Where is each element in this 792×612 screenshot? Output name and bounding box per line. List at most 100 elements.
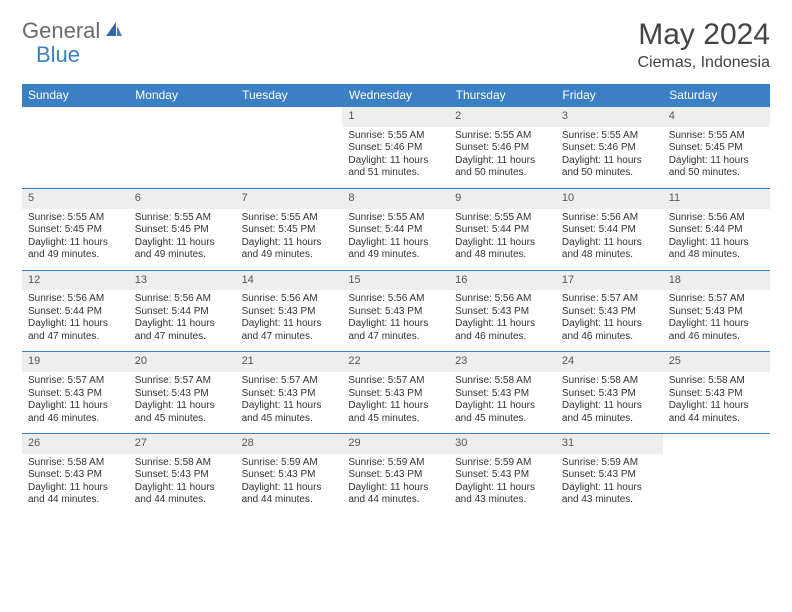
calendar-cell: 15Sunrise: 5:56 AMSunset: 5:43 PMDayligh… <box>342 270 449 352</box>
day-number: 12 <box>22 270 129 291</box>
day-details: Sunrise: 5:57 AMSunset: 5:43 PMDaylight:… <box>342 372 449 433</box>
calendar-cell: 10Sunrise: 5:56 AMSunset: 5:44 PMDayligh… <box>556 188 663 270</box>
sunrise-text: Sunrise: 5:57 AM <box>562 293 657 306</box>
day-number-blank <box>22 106 129 127</box>
daylight-text: Daylight: 11 hours and 45 minutes. <box>242 400 337 425</box>
day-number: 29 <box>342 433 449 454</box>
sunrise-text: Sunrise: 5:56 AM <box>455 293 550 306</box>
calendar-cell: 17Sunrise: 5:57 AMSunset: 5:43 PMDayligh… <box>556 270 663 352</box>
sunrise-text: Sunrise: 5:56 AM <box>135 293 230 306</box>
daylight-text: Daylight: 11 hours and 50 minutes. <box>669 155 764 180</box>
sunset-text: Sunset: 5:46 PM <box>562 142 657 155</box>
day-number: 25 <box>663 351 770 372</box>
day-details: Sunrise: 5:56 AMSunset: 5:44 PMDaylight:… <box>663 209 770 270</box>
sunset-text: Sunset: 5:45 PM <box>28 224 123 237</box>
sunset-text: Sunset: 5:43 PM <box>242 306 337 319</box>
daylight-text: Daylight: 11 hours and 51 minutes. <box>348 155 443 180</box>
day-details: Sunrise: 5:56 AMSunset: 5:44 PMDaylight:… <box>556 209 663 270</box>
day-number-blank <box>129 106 236 127</box>
day-details: Sunrise: 5:57 AMSunset: 5:43 PMDaylight:… <box>22 372 129 433</box>
day-details-empty <box>236 127 343 188</box>
sunrise-text: Sunrise: 5:58 AM <box>455 375 550 388</box>
daylight-text: Daylight: 11 hours and 44 minutes. <box>242 482 337 507</box>
weekday-header: Sunday <box>22 84 129 106</box>
sunrise-text: Sunrise: 5:57 AM <box>135 375 230 388</box>
day-details-empty <box>22 127 129 188</box>
sunrise-text: Sunrise: 5:55 AM <box>242 212 337 225</box>
day-number: 30 <box>449 433 556 454</box>
sunset-text: Sunset: 5:43 PM <box>562 306 657 319</box>
day-number: 13 <box>129 270 236 291</box>
sunset-text: Sunset: 5:44 PM <box>669 224 764 237</box>
calendar-cell: 11Sunrise: 5:56 AMSunset: 5:44 PMDayligh… <box>663 188 770 270</box>
calendar-week-row: 5Sunrise: 5:55 AMSunset: 5:45 PMDaylight… <box>22 188 770 270</box>
daylight-text: Daylight: 11 hours and 49 minutes. <box>135 237 230 262</box>
day-number: 22 <box>342 351 449 372</box>
daylight-text: Daylight: 11 hours and 49 minutes. <box>348 237 443 262</box>
day-number: 6 <box>129 188 236 209</box>
calendar-cell: 23Sunrise: 5:58 AMSunset: 5:43 PMDayligh… <box>449 351 556 433</box>
day-details: Sunrise: 5:59 AMSunset: 5:43 PMDaylight:… <box>236 454 343 511</box>
logo-text-general: General <box>22 18 100 44</box>
logo-blue-row: Blue <box>36 42 80 68</box>
calendar-cell: 20Sunrise: 5:57 AMSunset: 5:43 PMDayligh… <box>129 351 236 433</box>
sunset-text: Sunset: 5:43 PM <box>455 306 550 319</box>
calendar-cell: 21Sunrise: 5:57 AMSunset: 5:43 PMDayligh… <box>236 351 343 433</box>
sunrise-text: Sunrise: 5:55 AM <box>562 130 657 143</box>
calendar-cell: 28Sunrise: 5:59 AMSunset: 5:43 PMDayligh… <box>236 433 343 511</box>
weekday-header: Tuesday <box>236 84 343 106</box>
day-details: Sunrise: 5:58 AMSunset: 5:43 PMDaylight:… <box>22 454 129 511</box>
daylight-text: Daylight: 11 hours and 48 minutes. <box>455 237 550 262</box>
day-details: Sunrise: 5:55 AMSunset: 5:46 PMDaylight:… <box>449 127 556 188</box>
daylight-text: Daylight: 11 hours and 44 minutes. <box>135 482 230 507</box>
day-number: 5 <box>22 188 129 209</box>
day-number: 26 <box>22 433 129 454</box>
calendar-week-row: 26Sunrise: 5:58 AMSunset: 5:43 PMDayligh… <box>22 433 770 511</box>
daylight-text: Daylight: 11 hours and 46 minutes. <box>669 318 764 343</box>
weekday-header: Friday <box>556 84 663 106</box>
sunrise-text: Sunrise: 5:57 AM <box>28 375 123 388</box>
sunrise-text: Sunrise: 5:59 AM <box>562 457 657 470</box>
day-details: Sunrise: 5:56 AMSunset: 5:43 PMDaylight:… <box>236 290 343 351</box>
calendar-table: Sunday Monday Tuesday Wednesday Thursday… <box>22 84 770 511</box>
logo: General <box>22 18 126 44</box>
day-number: 14 <box>236 270 343 291</box>
day-details: Sunrise: 5:56 AMSunset: 5:43 PMDaylight:… <box>449 290 556 351</box>
calendar-cell: 22Sunrise: 5:57 AMSunset: 5:43 PMDayligh… <box>342 351 449 433</box>
daylight-text: Daylight: 11 hours and 49 minutes. <box>242 237 337 262</box>
calendar-cell: 14Sunrise: 5:56 AMSunset: 5:43 PMDayligh… <box>236 270 343 352</box>
sunset-text: Sunset: 5:44 PM <box>28 306 123 319</box>
calendar-cell: 8Sunrise: 5:55 AMSunset: 5:44 PMDaylight… <box>342 188 449 270</box>
daylight-text: Daylight: 11 hours and 46 minutes. <box>28 400 123 425</box>
daylight-text: Daylight: 11 hours and 44 minutes. <box>348 482 443 507</box>
daylight-text: Daylight: 11 hours and 45 minutes. <box>455 400 550 425</box>
daylight-text: Daylight: 11 hours and 47 minutes. <box>135 318 230 343</box>
day-details: Sunrise: 5:56 AMSunset: 5:43 PMDaylight:… <box>342 290 449 351</box>
sunset-text: Sunset: 5:43 PM <box>348 388 443 401</box>
daylight-text: Daylight: 11 hours and 47 minutes. <box>28 318 123 343</box>
daylight-text: Daylight: 11 hours and 44 minutes. <box>669 400 764 425</box>
weekday-header-row: Sunday Monday Tuesday Wednesday Thursday… <box>22 84 770 106</box>
day-details: Sunrise: 5:57 AMSunset: 5:43 PMDaylight:… <box>556 290 663 351</box>
calendar-cell: 12Sunrise: 5:56 AMSunset: 5:44 PMDayligh… <box>22 270 129 352</box>
daylight-text: Daylight: 11 hours and 49 minutes. <box>28 237 123 262</box>
daylight-text: Daylight: 11 hours and 44 minutes. <box>28 482 123 507</box>
day-number: 27 <box>129 433 236 454</box>
day-number-blank <box>663 433 770 454</box>
day-details: Sunrise: 5:58 AMSunset: 5:43 PMDaylight:… <box>129 454 236 511</box>
sunset-text: Sunset: 5:43 PM <box>562 469 657 482</box>
day-details: Sunrise: 5:55 AMSunset: 5:45 PMDaylight:… <box>22 209 129 270</box>
calendar-cell: 27Sunrise: 5:58 AMSunset: 5:43 PMDayligh… <box>129 433 236 511</box>
day-details: Sunrise: 5:57 AMSunset: 5:43 PMDaylight:… <box>129 372 236 433</box>
weekday-header: Thursday <box>449 84 556 106</box>
day-details: Sunrise: 5:57 AMSunset: 5:43 PMDaylight:… <box>236 372 343 433</box>
day-details: Sunrise: 5:56 AMSunset: 5:44 PMDaylight:… <box>129 290 236 351</box>
sunset-text: Sunset: 5:44 PM <box>562 224 657 237</box>
daylight-text: Daylight: 11 hours and 45 minutes. <box>562 400 657 425</box>
calendar-cell: 13Sunrise: 5:56 AMSunset: 5:44 PMDayligh… <box>129 270 236 352</box>
day-number: 16 <box>449 270 556 291</box>
sunset-text: Sunset: 5:43 PM <box>669 306 764 319</box>
sunset-text: Sunset: 5:45 PM <box>669 142 764 155</box>
logo-sail-icon <box>104 20 124 43</box>
sunrise-text: Sunrise: 5:57 AM <box>348 375 443 388</box>
